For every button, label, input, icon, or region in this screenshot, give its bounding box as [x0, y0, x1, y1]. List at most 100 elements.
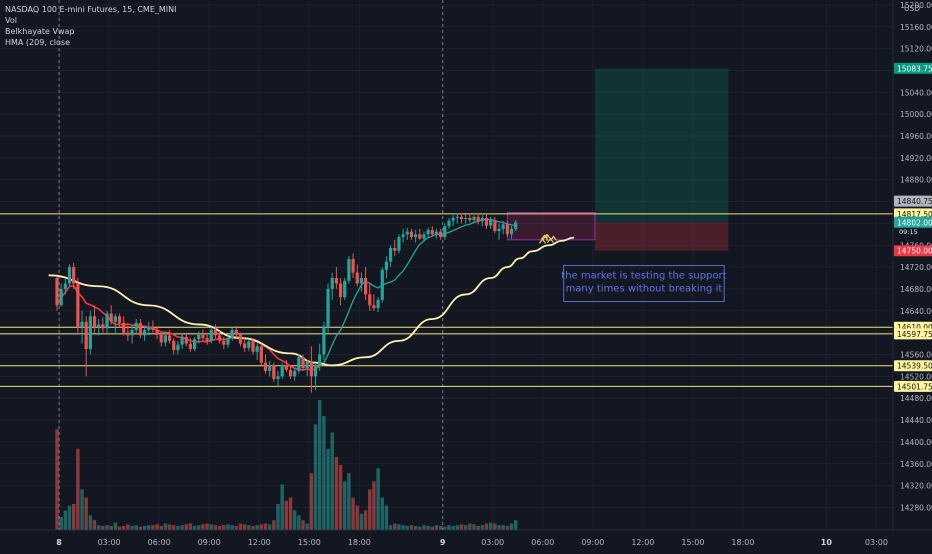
candle-body[interactable] — [384, 261, 389, 270]
candle-body[interactable] — [468, 217, 472, 221]
candle-body[interactable] — [88, 316, 92, 350]
candle-body[interactable] — [109, 313, 113, 322]
candle-body[interactable] — [209, 329, 213, 341]
position-target-zone[interactable] — [594, 68, 729, 223]
position-stop-zone[interactable] — [594, 222, 729, 251]
indicator-vol[interactable]: Vol — [5, 16, 17, 25]
candle-body[interactable] — [472, 216, 476, 221]
candle-body[interactable] — [197, 334, 201, 340]
candle-body[interactable] — [259, 346, 263, 363]
candle-body[interactable] — [459, 216, 464, 220]
candle-body[interactable] — [205, 338, 209, 341]
candle-body[interactable] — [418, 234, 422, 239]
candle-body[interactable] — [430, 229, 434, 235]
candle-body[interactable] — [122, 322, 126, 333]
candle-body[interactable] — [405, 231, 409, 235]
candle-body[interactable] — [92, 316, 97, 328]
candle-body[interactable] — [184, 337, 188, 344]
candle-body[interactable] — [230, 329, 234, 339]
candle-body[interactable] — [84, 321, 88, 350]
candle-body[interactable] — [188, 343, 193, 350]
candle-body[interactable] — [318, 354, 322, 366]
candle-body[interactable] — [464, 217, 468, 220]
candle-body[interactable] — [497, 228, 501, 232]
candle-body[interactable] — [484, 217, 489, 226]
candle-body[interactable] — [101, 324, 105, 329]
candle-body[interactable] — [489, 220, 493, 226]
candle-body[interactable] — [138, 322, 142, 336]
candle-body[interactable] — [276, 376, 280, 380]
candle-body[interactable] — [218, 335, 222, 341]
candle-body[interactable] — [305, 361, 309, 369]
zone-box[interactable] — [506, 211, 596, 241]
text-note-box[interactable] — [563, 264, 725, 303]
indicator-belkhayate-vwap[interactable]: Belkhayate Vwap — [5, 27, 75, 36]
candle-body[interactable] — [514, 222, 518, 229]
candle-body[interactable] — [401, 234, 405, 238]
candle-body[interactable] — [268, 365, 272, 371]
candle-body[interactable] — [322, 327, 326, 355]
candle-body[interactable] — [368, 294, 372, 306]
candle-body[interactable] — [238, 334, 243, 344]
candle-body[interactable] — [297, 357, 301, 371]
candle-body[interactable] — [180, 337, 184, 345]
candle-body[interactable] — [234, 329, 238, 335]
candle-body[interactable] — [509, 228, 514, 235]
candle-body[interactable] — [159, 334, 163, 343]
candle-body[interactable] — [476, 216, 480, 222]
candle-body[interactable] — [172, 340, 176, 351]
candle-body[interactable] — [255, 346, 259, 352]
candle-body[interactable] — [351, 258, 355, 273]
candle-body[interactable] — [226, 338, 230, 345]
candle-body[interactable] — [414, 234, 418, 238]
candle-body[interactable] — [326, 288, 330, 328]
candle-body[interactable] — [363, 278, 368, 295]
candle-body[interactable] — [372, 305, 376, 309]
candle-body[interactable] — [167, 335, 172, 341]
candle-body[interactable] — [67, 267, 72, 284]
candle-body[interactable] — [213, 329, 218, 336]
candle-body[interactable] — [97, 324, 101, 328]
candle-body[interactable] — [55, 278, 59, 306]
candle-body[interactable] — [451, 217, 455, 221]
candle-body[interactable] — [113, 316, 117, 322]
candle-body[interactable] — [455, 216, 459, 218]
candle-body[interactable] — [222, 340, 226, 345]
candle-body[interactable] — [409, 231, 414, 238]
candle-body[interactable] — [63, 283, 67, 289]
candle-body[interactable] — [426, 229, 430, 235]
candle-body[interactable] — [422, 234, 426, 239]
candle-body[interactable] — [347, 258, 351, 281]
candle-body[interactable] — [439, 231, 443, 238]
candle-body[interactable] — [338, 283, 343, 298]
candle-body[interactable] — [288, 369, 293, 377]
candle-body[interactable] — [376, 299, 380, 309]
candle-body[interactable] — [126, 332, 130, 336]
candle-body[interactable] — [263, 362, 268, 371]
candle-body[interactable] — [151, 327, 155, 330]
candle-body[interactable] — [389, 247, 393, 262]
candle-body[interactable] — [76, 283, 80, 328]
indicator-hma[interactable]: HMA (209, close — [5, 38, 71, 47]
candle-body[interactable] — [359, 278, 364, 284]
candle-body[interactable] — [134, 322, 138, 330]
candle-body[interactable] — [334, 278, 338, 284]
candle-body[interactable] — [105, 313, 109, 329]
candle-body[interactable] — [193, 339, 197, 350]
candle-body[interactable] — [393, 247, 397, 251]
candle-body[interactable] — [380, 269, 384, 300]
candle-body[interactable] — [243, 343, 247, 348]
candle-body[interactable] — [176, 344, 180, 351]
candle-body[interactable] — [443, 226, 447, 238]
candle-body[interactable] — [280, 365, 284, 377]
candle-body[interactable] — [247, 341, 251, 348]
candle-body[interactable] — [355, 272, 359, 284]
candle-body[interactable] — [147, 327, 151, 330]
symbol-title[interactable]: NASDAQ 100 E-mini Futures, 15, CME_MINI — [5, 5, 177, 14]
candle-body[interactable] — [493, 220, 497, 232]
candle-body[interactable] — [313, 365, 318, 377]
candle-body[interactable] — [251, 341, 255, 352]
candle-body[interactable] — [397, 237, 401, 251]
